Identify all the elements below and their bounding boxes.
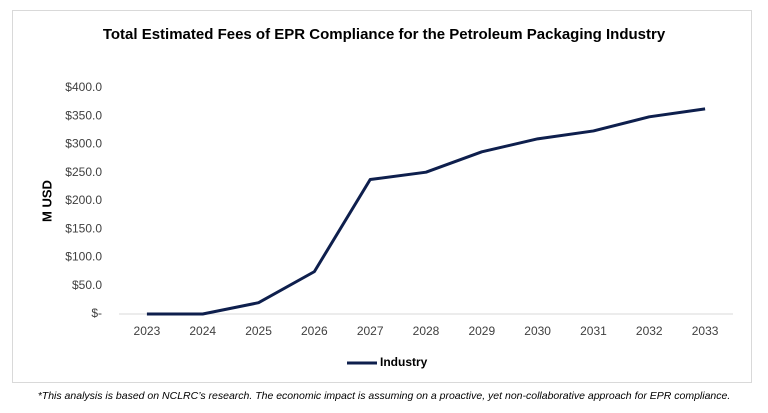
x-tick-label: 2031 [580, 324, 607, 338]
y-tick-label: $300.0 [65, 137, 102, 151]
y-tick-label: $350.0 [65, 108, 102, 122]
chart-title: Total Estimated Fees of EPR Compliance f… [102, 26, 666, 43]
x-tick-label: 2032 [636, 324, 663, 338]
legend-label: Industry [380, 355, 428, 369]
y-tick-label: $150.0 [65, 221, 102, 235]
x-tick-label: 2030 [524, 324, 551, 338]
x-tick-label: 2028 [413, 324, 440, 338]
footnote: *This analysis is based on NCLRC’s resea… [37, 390, 731, 402]
x-tick-label: 2029 [468, 324, 495, 338]
y-tick-label: $100.0 [65, 250, 102, 264]
y-tick-label: $50.0 [72, 278, 102, 292]
y-tick-label: $200.0 [65, 193, 102, 207]
y-tick-label: $- [91, 306, 102, 320]
chart-frame [12, 10, 752, 383]
x-tick-label: 2024 [189, 324, 216, 338]
y-tick-label: $400.0 [65, 80, 102, 94]
x-tick-label: 2023 [134, 324, 161, 338]
y-axis-label: M USD [39, 180, 54, 222]
line-series [146, 107, 706, 316]
x-tick-label: 2026 [301, 324, 328, 338]
x-tick-label: 2033 [692, 324, 719, 338]
x-tick-label: 2027 [357, 324, 384, 338]
x-tick-label: 2025 [245, 324, 272, 338]
y-tick-label: $250.0 [65, 165, 102, 179]
